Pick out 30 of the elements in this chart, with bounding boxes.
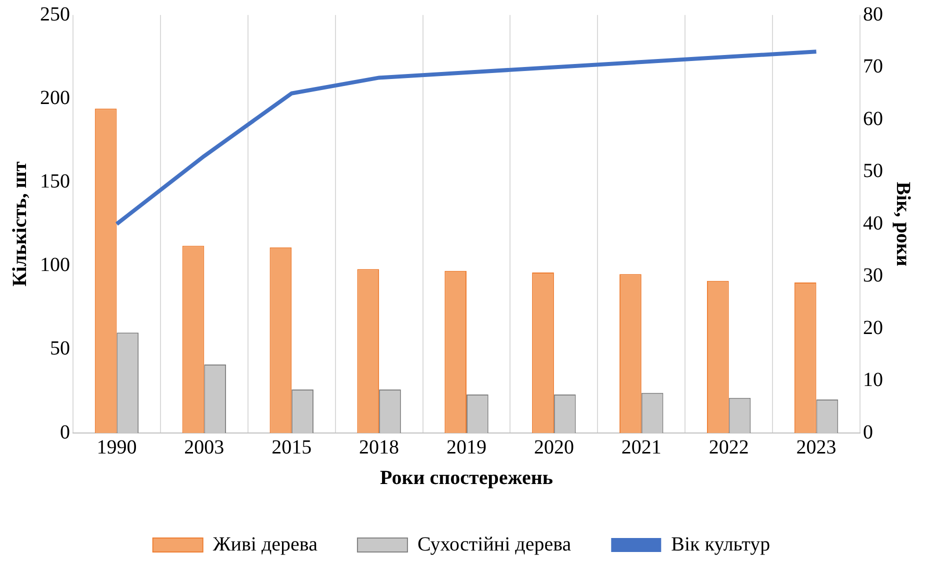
y2-tick-label: 80: [863, 3, 883, 26]
x-tick-label: 2015: [272, 436, 312, 458]
y-axis-title: Кількість, шт: [9, 161, 32, 286]
y2-tick-label: 60: [863, 108, 883, 130]
y-tick-label: 250: [40, 3, 70, 26]
y2-tick-label: 40: [863, 212, 883, 234]
y2-tick-label: 30: [863, 264, 883, 286]
y2-tick-label: 70: [863, 56, 883, 78]
x-tick-label: 2019: [446, 436, 486, 458]
y2-tick-label: 20: [863, 316, 883, 339]
y-tick-label: 150: [40, 170, 70, 192]
y-tick-label: 0: [60, 421, 70, 444]
y-tick-label: 200: [40, 86, 70, 109]
y2-tick-label: 10: [863, 369, 883, 391]
x-tick-label: 2020: [534, 436, 574, 458]
x-tick-label: 1990: [96, 436, 137, 458]
y2-tick-label: 0: [863, 421, 873, 444]
y2-axis-title: Вік, роки: [892, 182, 914, 266]
x-tick-label: 2018: [359, 436, 400, 458]
legend-label: Живі дерева: [212, 533, 318, 556]
x-tick-label: 2021: [621, 436, 662, 458]
y-tick-label: 50: [50, 338, 70, 360]
y2-tick-label: 50: [863, 160, 883, 182]
x-axis-title: Роки спостережень: [380, 467, 554, 490]
x-tick-label: 2022: [708, 436, 749, 458]
legend-label: Сухостійні дерева: [417, 533, 572, 556]
x-tick-label: 2023: [796, 436, 836, 458]
y-tick-label: 100: [40, 254, 70, 276]
legend-label: Вік культур: [671, 533, 770, 556]
x-tick-label: 2003: [184, 436, 224, 458]
